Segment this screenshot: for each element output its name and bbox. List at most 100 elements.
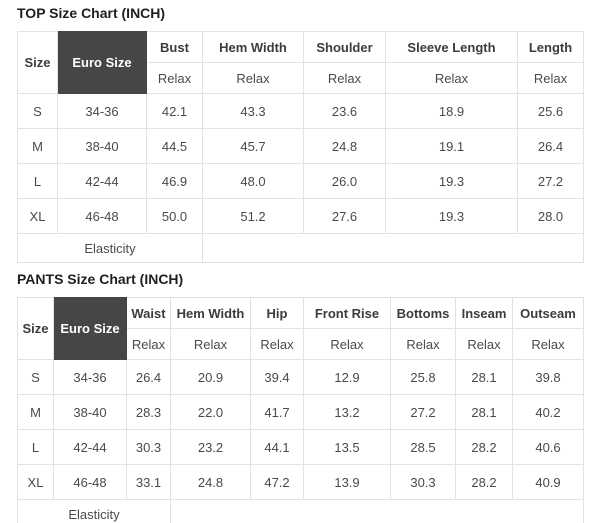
measurement-cell: 26.4 <box>126 359 171 395</box>
table-row-m: M 38-40 44.5 45.7 24.8 19.1 26.4 <box>17 128 584 164</box>
euro-size-cell: 46-48 <box>53 464 127 500</box>
euro-size-cell: 46-48 <box>57 198 147 234</box>
size-column-header: Size <box>17 31 58 94</box>
table-row-xl: XL 46-48 33.1 24.8 47.2 13.9 30.3 28.2 4… <box>17 464 584 500</box>
column-header-bust: Bust <box>146 31 203 63</box>
table-row-l: L 42-44 46.9 48.0 26.0 19.3 27.2 <box>17 163 584 199</box>
measurement-cell: 40.2 <box>512 394 584 430</box>
measurement-cell: 48.0 <box>202 163 304 199</box>
size-cell: L <box>17 163 58 199</box>
measurement-cell: 28.2 <box>455 429 513 465</box>
fit-cell: Relax <box>146 62 203 94</box>
elasticity-row: Elasticity <box>17 499 584 523</box>
measurement-cell: 30.3 <box>390 464 456 500</box>
column-header-hem-width: Hem Width <box>202 31 304 63</box>
column-header-sleeve-length: Sleeve Length <box>385 31 518 63</box>
measurement-cell: 26.0 <box>303 163 386 199</box>
measurement-cell: 19.3 <box>385 163 518 199</box>
measurement-cell: 30.3 <box>126 429 171 465</box>
measurement-cell: 23.2 <box>170 429 251 465</box>
measurement-cell: 28.2 <box>455 464 513 500</box>
size-cell: L <box>17 429 54 465</box>
measurement-cell: 42.1 <box>146 93 203 129</box>
measurement-cell: 28.0 <box>517 198 584 234</box>
size-cell: S <box>17 359 54 395</box>
measurement-cell: 20.9 <box>170 359 251 395</box>
measurement-cell: 25.8 <box>390 359 456 395</box>
fit-cell: Relax <box>126 328 171 360</box>
top-size-chart-table: Size Euro Size Bust Hem Width Shoulder S… <box>17 31 584 263</box>
size-cell: XL <box>17 464 54 500</box>
column-header-outseam: Outseam <box>512 297 584 329</box>
fit-cell: Relax <box>517 62 584 94</box>
measurement-cell: 28.1 <box>455 359 513 395</box>
table-row-s: S 34-36 26.4 20.9 39.4 12.9 25.8 28.1 39… <box>17 359 584 395</box>
measurement-cell: 45.7 <box>202 128 304 164</box>
euro-size-cell: 34-36 <box>53 359 127 395</box>
fit-cell: Relax <box>202 62 304 94</box>
top-header-row: Size Euro Size Bust Hem Width Shoulder S… <box>17 31 584 94</box>
table-row-s: S 34-36 42.1 43.3 23.6 18.9 25.6 <box>17 93 584 129</box>
pants-size-chart-table: Size Euro Size Waist Hem Width Hip Front… <box>17 297 584 523</box>
euro-size-column-header: Euro Size <box>53 297 127 360</box>
measurement-cell: 44.1 <box>250 429 304 465</box>
measurement-cell: 24.8 <box>303 128 386 164</box>
euro-size-cell: 42-44 <box>53 429 127 465</box>
euro-size-cell: 38-40 <box>53 394 127 430</box>
measurement-cell: 28.3 <box>126 394 171 430</box>
measurement-cell: 28.5 <box>390 429 456 465</box>
measurement-cell: 44.5 <box>146 128 203 164</box>
pants-fit-row: Relax Relax Relax Relax Relax Relax Rela… <box>18 328 584 360</box>
top-chart-title: TOP Size Chart (INCH) <box>17 5 166 21</box>
size-cell: XL <box>17 198 58 234</box>
measurement-cell: 26.4 <box>517 128 584 164</box>
pants-header-row: Size Euro Size Waist Hem Width Hip Front… <box>17 297 584 360</box>
measurement-cell: 24.8 <box>170 464 251 500</box>
pants-chart-title: PANTS Size Chart (INCH) <box>17 271 184 287</box>
euro-size-cell: 42-44 <box>57 163 147 199</box>
measurement-cell: 47.2 <box>250 464 304 500</box>
column-header-front-rise: Front Rise <box>303 297 391 329</box>
measurement-cell: 13.9 <box>303 464 391 500</box>
measurement-cell: 41.7 <box>250 394 304 430</box>
column-header-inseam: Inseam <box>455 297 513 329</box>
fit-cell: Relax <box>250 328 304 360</box>
measurement-cell: 50.0 <box>146 198 203 234</box>
fit-cell: Relax <box>170 328 251 360</box>
fit-cell: Relax <box>390 328 456 360</box>
measurement-cell: 13.2 <box>303 394 391 430</box>
measurement-cell: 19.3 <box>385 198 518 234</box>
column-header-shoulder: Shoulder <box>303 31 386 63</box>
column-header-length: Length <box>517 31 584 63</box>
measurement-cell: 39.8 <box>512 359 584 395</box>
size-cell: M <box>17 128 58 164</box>
measurement-cell: 28.1 <box>455 394 513 430</box>
column-header-waist: Waist <box>126 297 171 329</box>
size-cell: M <box>17 394 54 430</box>
size-column-header: Size <box>17 297 54 360</box>
measurement-cell: 46.9 <box>146 163 203 199</box>
measurement-cell: 33.1 <box>126 464 171 500</box>
elasticity-label: Elasticity <box>17 233 203 263</box>
measurement-cell: 12.9 <box>303 359 391 395</box>
size-cell: S <box>17 93 58 129</box>
table-row-xl: XL 46-48 50.0 51.2 27.6 19.3 28.0 <box>17 198 584 234</box>
elasticity-empty-cell <box>202 233 584 263</box>
euro-size-column-header: Euro Size <box>57 31 147 94</box>
measurement-cell: 23.6 <box>303 93 386 129</box>
top-fit-row: Relax Relax Relax Relax Relax <box>18 62 584 94</box>
column-header-hem-width: Hem Width <box>170 297 251 329</box>
fit-cell: Relax <box>512 328 584 360</box>
fit-cell: Relax <box>385 62 518 94</box>
measurement-cell: 27.2 <box>390 394 456 430</box>
measurement-cell: 22.0 <box>170 394 251 430</box>
euro-size-cell: 34-36 <box>57 93 147 129</box>
elasticity-empty-cell <box>170 499 584 523</box>
measurement-cell: 25.6 <box>517 93 584 129</box>
measurement-cell: 40.9 <box>512 464 584 500</box>
fit-cell: Relax <box>303 328 391 360</box>
euro-size-cell: 38-40 <box>57 128 147 164</box>
measurement-cell: 43.3 <box>202 93 304 129</box>
fit-cell: Relax <box>303 62 386 94</box>
